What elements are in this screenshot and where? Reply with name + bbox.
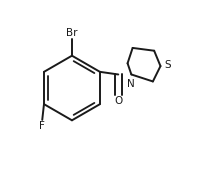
Text: N: N xyxy=(127,79,135,89)
Text: Br: Br xyxy=(66,28,78,38)
Text: F: F xyxy=(39,121,45,131)
Text: O: O xyxy=(114,96,122,106)
Text: S: S xyxy=(165,60,171,70)
